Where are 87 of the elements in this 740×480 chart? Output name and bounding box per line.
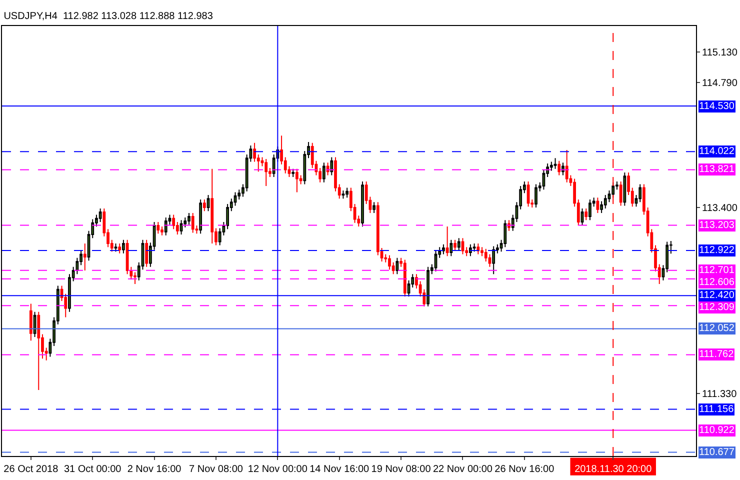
- x-tick-label: 22 Nov 00:00: [432, 464, 493, 475]
- candlestick: [584, 208, 588, 221]
- x-tick-label: 2018.11.30 20:00: [574, 464, 652, 475]
- candlestick: [330, 156, 334, 176]
- candlestick: [461, 238, 464, 255]
- candlestick: [534, 184, 538, 208]
- candlestick: [180, 220, 183, 236]
- candlestick: [619, 181, 622, 206]
- y-tick-label: 115.130: [702, 48, 738, 59]
- ref-line-label: 112.922: [699, 245, 735, 256]
- candlestick: [326, 162, 330, 176]
- candlestick: [403, 259, 406, 298]
- candlestick: [322, 162, 326, 183]
- ref-line-label: 111.762: [699, 349, 734, 360]
- candlestick: [114, 243, 118, 252]
- candlestick: [454, 239, 456, 252]
- candlestick: [199, 198, 202, 234]
- ref-line-label: 114.022: [699, 146, 735, 157]
- x-tick-label: 26 Oct 2018: [4, 464, 59, 475]
- candlestick: [623, 172, 626, 206]
- candlestick: [469, 244, 472, 257]
- candlestick: [264, 158, 268, 186]
- candlestick: [292, 168, 295, 178]
- chart-title: USDJPY,H4 112.982 113.028 112.888 112.983: [4, 11, 214, 22]
- ref-line-label: 112.701: [699, 265, 735, 276]
- y-tick-label: 111.330: [702, 389, 738, 400]
- ref-line-label: 113.821: [699, 164, 735, 175]
- candlestick: [191, 212, 194, 234]
- candlestick: [210, 168, 214, 244]
- x-tick-label: 7 Nov 08:00: [189, 464, 244, 475]
- candlestick: [29, 303, 32, 342]
- y-tick-label: 113.400: [702, 203, 738, 214]
- candlestick: [118, 243, 122, 254]
- candlestick: [638, 184, 642, 203]
- ref-line-label: 112.420: [699, 290, 735, 301]
- candlestick: [434, 250, 438, 272]
- ref-line-label: 113.203: [699, 220, 735, 231]
- candlestick: [492, 246, 496, 275]
- candlestick: [160, 226, 164, 236]
- x-tick-label: 14 Nov 16:00: [310, 464, 370, 475]
- candlestick: [562, 162, 564, 176]
- candlestick: [472, 243, 476, 252]
- candlestick: [457, 238, 460, 252]
- ref-line-label: 114.530: [699, 101, 735, 112]
- candlestick: [526, 181, 530, 208]
- candlestick: [596, 197, 600, 214]
- candlestick: [426, 266, 430, 307]
- candlestick: [446, 226, 449, 257]
- candlestick: [202, 198, 206, 212]
- candlestick: [361, 181, 364, 227]
- candlestick: [164, 216, 168, 236]
- ref-line-label: 110.677: [699, 447, 735, 458]
- candlestick: [558, 160, 561, 176]
- candlestick: [396, 257, 399, 275]
- candlestick: [372, 202, 376, 214]
- candlestick: [296, 168, 298, 193]
- candlestick: [145, 239, 148, 268]
- ref-line-label: 110.922: [699, 425, 735, 436]
- candlestick: [554, 158, 557, 170]
- candlestick: [126, 239, 129, 275]
- x-tick-label: 19 Nov 08:00: [371, 464, 432, 475]
- candlestick: [206, 194, 210, 212]
- x-tick-label: 26 Nov 16:00: [494, 464, 555, 475]
- x-tick-label: 2 Nov 16:00: [127, 464, 182, 475]
- ref-line-label: 111.156: [699, 404, 734, 415]
- candlestick: [565, 150, 568, 183]
- ref-line-label: 112.052: [699, 323, 735, 334]
- candlestick: [342, 190, 345, 200]
- candlestick: [450, 239, 453, 257]
- candlestick: [588, 198, 592, 221]
- candlestick: [388, 254, 391, 270]
- candlestick: [98, 208, 102, 222]
- candlestick: [83, 243, 86, 271]
- y-tick-label: 114.790: [702, 78, 738, 90]
- candlestick: [442, 244, 445, 255]
- x-tick-label: 12 Nov 00:00: [248, 464, 308, 475]
- candlestick: [37, 311, 40, 391]
- candlestick: [156, 221, 160, 234]
- candlestick: [122, 239, 125, 254]
- candlestick: [504, 220, 507, 248]
- candlestick: [346, 187, 349, 198]
- ref-line-label: 112.309: [699, 302, 735, 313]
- x-tick-label: 31 Oct 00:00: [64, 464, 122, 475]
- candlestick: [604, 194, 607, 209]
- candlestick: [188, 212, 190, 226]
- candlestick: [580, 208, 584, 226]
- ref-line-label: 112.606: [699, 277, 735, 288]
